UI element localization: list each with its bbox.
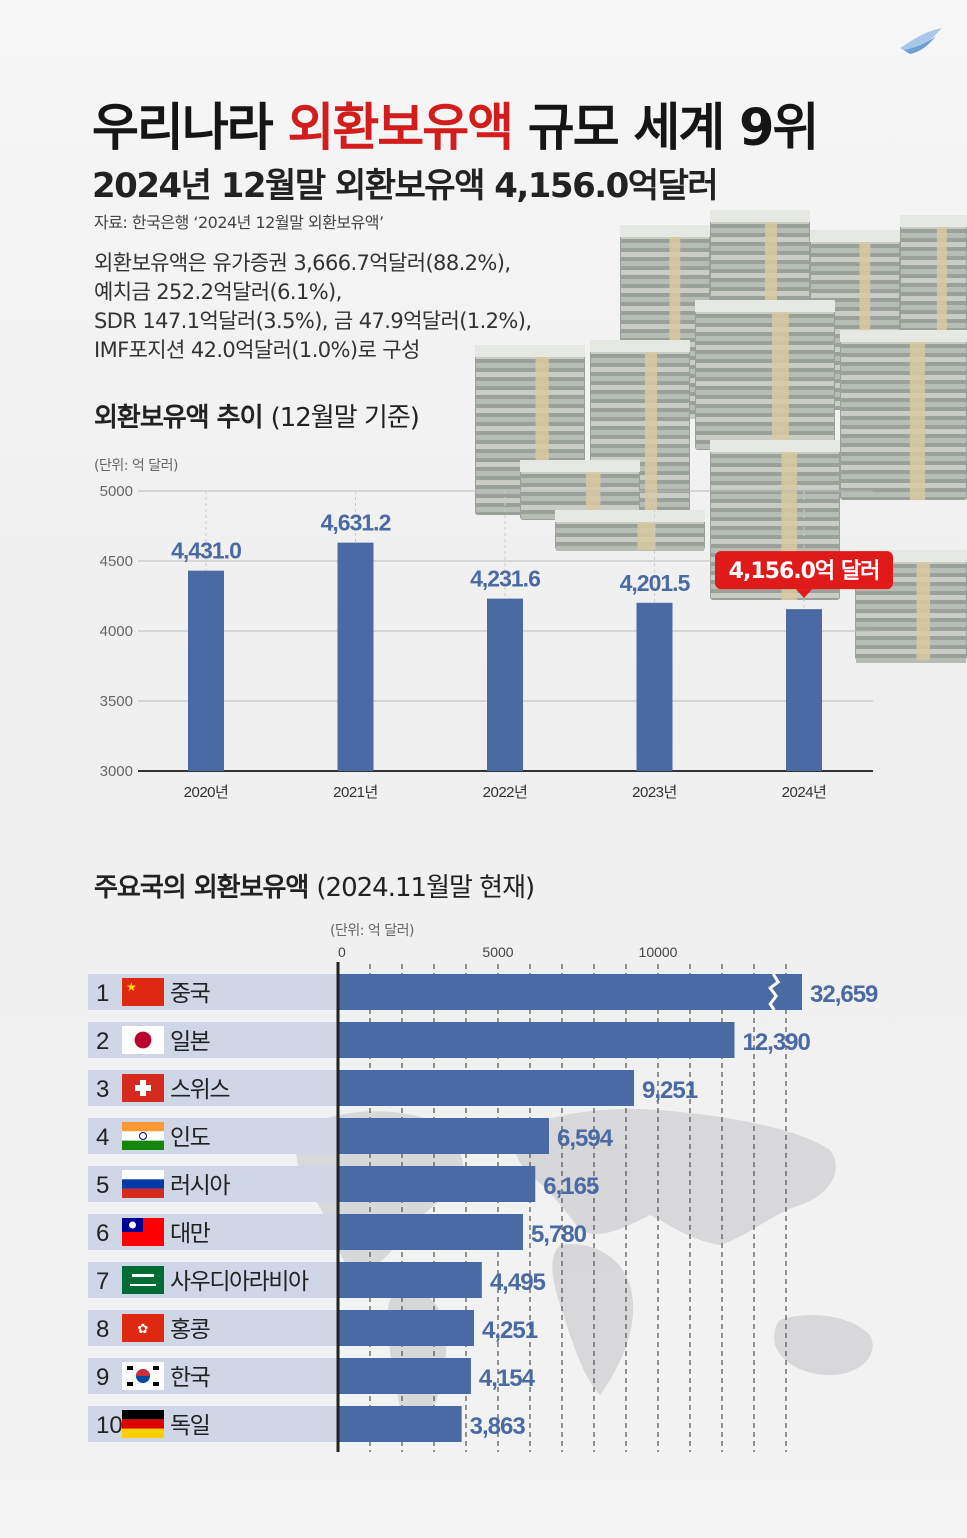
composition-description: 외환보유액은 유가증권 3,666.7억달러(88.2%), 예치금 252.2… bbox=[94, 249, 532, 365]
x-tick-label: 2021년 bbox=[333, 784, 378, 801]
bar-value-label: 4,201.5 bbox=[620, 570, 691, 596]
description-line: 외환보유액은 유가증권 3,666.7억달러(88.2%), bbox=[94, 251, 511, 275]
description-line: 예치금 252.2억달러(6.1%), bbox=[94, 280, 342, 304]
bar bbox=[338, 1406, 462, 1442]
country-name: 사우디아라비아 bbox=[170, 1269, 309, 1295]
trend-chart-title: 외환보유액 추이 (12월말 기준) bbox=[94, 403, 420, 433]
bar-value-label: 5,780 bbox=[531, 1221, 587, 1248]
ranking-chart-unit: (단위: 억 달러) bbox=[330, 923, 414, 939]
country-name: 러시아 bbox=[170, 1173, 230, 1199]
y-tick-label: 5000 bbox=[100, 483, 133, 500]
rank-number: 10 bbox=[96, 1412, 123, 1439]
x-tick-label: 0 bbox=[338, 944, 346, 960]
bar bbox=[338, 1118, 550, 1154]
bar bbox=[636, 602, 673, 771]
country-name: 인도 bbox=[170, 1125, 210, 1151]
hong-kong-flag-icon: ✿ bbox=[122, 1314, 164, 1342]
rank-number: 7 bbox=[96, 1268, 109, 1295]
description-line: IMF포지션 42.0억달러(1.0%)로 구성 bbox=[94, 338, 420, 362]
bird-logo-icon bbox=[900, 28, 942, 54]
description-line: SDR 147.1억달러(3.5%), 금 47.9억달러(1.2%), bbox=[94, 309, 532, 333]
x-tick-label: 10000 bbox=[639, 944, 678, 960]
bar bbox=[337, 542, 374, 771]
trend-chart-unit: (단위: 억 달러) bbox=[94, 458, 178, 474]
bar-value-label: 4,495 bbox=[490, 1269, 546, 1296]
country-name: 홍콩 bbox=[170, 1317, 210, 1343]
bar-value-label: 4,251 bbox=[482, 1317, 538, 1344]
x-tick-label: 2022년 bbox=[483, 784, 528, 801]
bar bbox=[338, 974, 802, 1010]
bar bbox=[338, 1166, 536, 1202]
switzerland-flag-icon bbox=[122, 1074, 164, 1102]
bar-value-label: 4,156.0억 달러 bbox=[729, 559, 880, 584]
japan-flag-icon bbox=[122, 1026, 164, 1054]
country-name: 중국 bbox=[170, 981, 210, 1007]
callout-pointer bbox=[796, 589, 812, 599]
page-title: 우리나라 외환보유액 규모 세계 9위 bbox=[92, 99, 819, 158]
germany-flag-icon bbox=[122, 1410, 164, 1438]
rank-number: 9 bbox=[96, 1364, 109, 1391]
y-tick-label: 4500 bbox=[100, 553, 133, 570]
source-note: 자료: 한국은행 ‘2024년 12월말 외환보유액’ bbox=[94, 213, 384, 232]
rank-number: 6 bbox=[96, 1220, 109, 1247]
bar-value-label: 32,659 bbox=[810, 981, 878, 1008]
bar-value-label: 4,431.0 bbox=[171, 538, 241, 564]
taiwan-flag-icon bbox=[122, 1218, 164, 1246]
highlight-callout bbox=[715, 551, 893, 590]
title-highlight: 외환보유액 bbox=[287, 99, 514, 158]
bar-value-label: 4,154 bbox=[479, 1365, 536, 1392]
bar-value-label: 6,165 bbox=[543, 1173, 599, 1200]
country-name: 한국 bbox=[170, 1365, 210, 1391]
y-tick-label: 4000 bbox=[100, 623, 133, 640]
bar-value-label: 3,863 bbox=[470, 1413, 526, 1440]
money-stack bbox=[840, 330, 967, 500]
saudi-arabia-flag-icon bbox=[122, 1266, 164, 1294]
rank-number: 4 bbox=[96, 1124, 109, 1151]
bar bbox=[338, 1358, 471, 1394]
bar-value-label: 9,251 bbox=[642, 1077, 698, 1104]
china-flag-icon: ★ bbox=[122, 978, 164, 1006]
rank-number: 5 bbox=[96, 1172, 109, 1199]
country-name: 독일 bbox=[170, 1413, 209, 1439]
bar-value-label: 12,390 bbox=[742, 1029, 810, 1056]
rank-number: 2 bbox=[96, 1028, 109, 1055]
rank-number: 3 bbox=[96, 1076, 109, 1103]
svg-text:✿: ✿ bbox=[138, 1322, 149, 1337]
bar bbox=[338, 1214, 523, 1250]
bar-value-label: 4,631.2 bbox=[321, 510, 391, 536]
axis-break-mark bbox=[768, 973, 781, 1011]
country-name: 일본 bbox=[170, 1029, 210, 1055]
y-tick-label: 3500 bbox=[100, 693, 133, 710]
page-subtitle: 2024년 12월말 외환보유액 4,156.0억달러 bbox=[92, 166, 719, 206]
country-name: 스위스 bbox=[170, 1077, 229, 1103]
korea-flag-icon bbox=[122, 1362, 164, 1390]
russia-flag-icon bbox=[122, 1170, 164, 1198]
reserves-trend-chart: 5000 4500 4000 3500 3000 4,431.0 2020년 4,631.2 2… bbox=[100, 483, 893, 801]
country-name: 대만 bbox=[170, 1221, 211, 1247]
bar bbox=[338, 1022, 735, 1058]
india-flag-icon bbox=[122, 1122, 164, 1150]
rank-number: 8 bbox=[96, 1316, 109, 1343]
bar bbox=[338, 1070, 635, 1106]
ranking-chart-title: 주요국의 외환보유액 (2024.11월말 현재) bbox=[94, 873, 535, 903]
bar-value-label: 6,594 bbox=[557, 1125, 614, 1152]
bar-value-label: 4,231.6 bbox=[470, 566, 540, 592]
bar bbox=[188, 570, 224, 771]
x-tick-label: 5000 bbox=[482, 944, 513, 960]
bar bbox=[487, 598, 523, 771]
bar bbox=[338, 1262, 482, 1298]
bar bbox=[338, 1310, 475, 1346]
bar bbox=[786, 609, 822, 771]
x-tick-label: 2023년 bbox=[632, 784, 677, 801]
svg-text:★: ★ bbox=[126, 980, 137, 994]
rank-number: 1 bbox=[96, 980, 109, 1007]
x-tick-label: 2024년 bbox=[782, 784, 827, 801]
y-tick-label: 3000 bbox=[100, 763, 133, 780]
money-stack bbox=[555, 510, 705, 551]
x-tick-label: 2020년 bbox=[184, 784, 229, 801]
